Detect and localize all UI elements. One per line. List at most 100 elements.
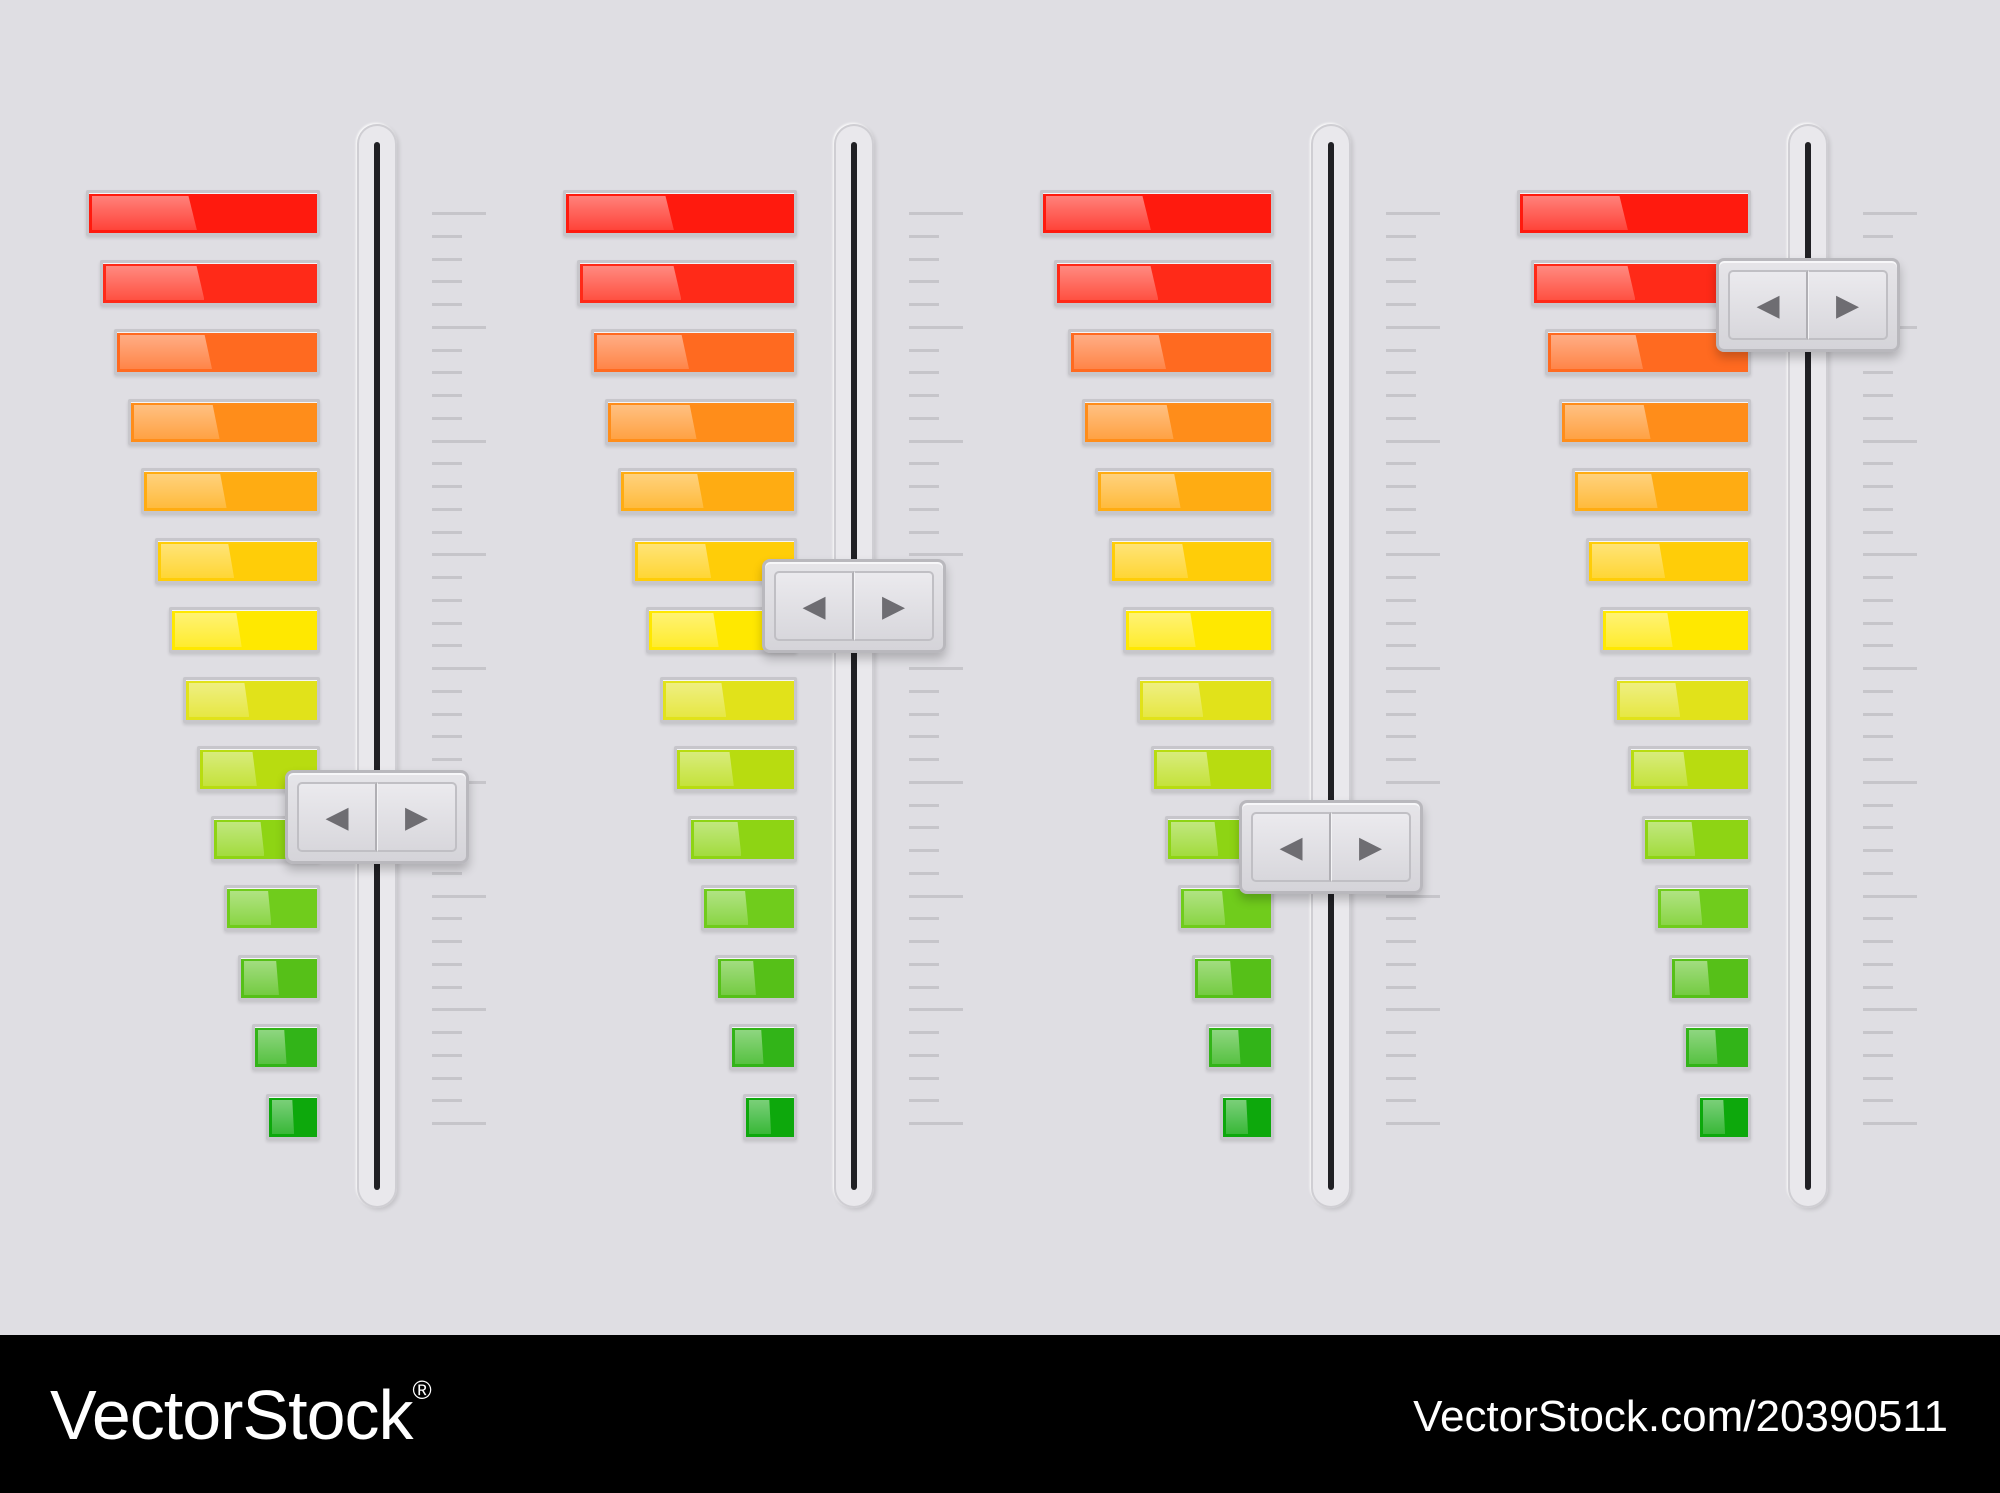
scale-major-tick — [1386, 895, 1440, 898]
segment-highlight — [1060, 266, 1159, 300]
scale-tick — [909, 235, 939, 238]
segment-highlight — [1523, 196, 1628, 230]
scale-tick — [432, 394, 462, 397]
segment-highlight — [1551, 335, 1643, 369]
slider-panel: ◀ ▶ ◀ ▶ ◀ ▶ ◀ ▶ — [0, 0, 1917, 1335]
slider-track[interactable] — [834, 124, 874, 1208]
triangle-right-icon[interactable]: ▶ — [1808, 270, 1888, 340]
scale-tick — [1386, 1031, 1416, 1034]
scale-tick — [909, 872, 939, 875]
slider-knob[interactable]: ◀ ▶ — [762, 559, 946, 653]
segment-highlight — [721, 961, 756, 995]
triangle-right-icon[interactable]: ▶ — [854, 571, 934, 641]
level-segment-8 — [1600, 607, 1751, 653]
meter-unit-3: ◀ ▶ — [954, 0, 1440, 1335]
scale-tick — [432, 917, 462, 920]
scale-tick — [1386, 735, 1416, 738]
registered-mark: ® — [412, 1375, 432, 1405]
level-segment-7 — [660, 677, 797, 723]
segment-highlight — [92, 196, 197, 230]
segment-highlight — [694, 822, 742, 856]
meter-unit-1: ◀ ▶ — [0, 0, 486, 1335]
scale-major-tick — [909, 212, 963, 215]
scale-tick — [1386, 235, 1416, 238]
scale-tick — [909, 917, 939, 920]
scale-major-tick — [909, 440, 963, 443]
scale-major-tick — [432, 212, 486, 215]
level-segment-7 — [1614, 677, 1751, 723]
scale-tick — [432, 713, 462, 716]
scale-major-tick — [1863, 667, 1917, 670]
scale-tick — [1863, 963, 1893, 966]
segment-highlight — [1675, 961, 1710, 995]
triangle-left-icon[interactable]: ◀ — [297, 782, 377, 852]
triangle-right-icon[interactable]: ▶ — [1331, 812, 1411, 882]
level-segment-3 — [1192, 955, 1274, 1001]
triangle-left-icon[interactable]: ◀ — [1251, 812, 1331, 882]
slider-knob[interactable]: ◀ ▶ — [1239, 800, 1423, 894]
scale-major-tick — [1386, 553, 1440, 556]
triangle-left-icon[interactable]: ◀ — [1728, 270, 1808, 340]
scale-tick — [1863, 1054, 1893, 1057]
scale-tick — [1863, 394, 1893, 397]
scale-tick — [432, 349, 462, 352]
triangle-left-icon[interactable]: ◀ — [774, 571, 854, 641]
slider-knob[interactable]: ◀ ▶ — [1716, 258, 1900, 352]
scale-tick — [1863, 508, 1893, 511]
slider-track[interactable] — [357, 124, 397, 1208]
scale-tick — [432, 462, 462, 465]
level-segment-6 — [1628, 746, 1751, 792]
triangle-right-icon[interactable]: ▶ — [377, 782, 457, 852]
segment-highlight — [597, 335, 689, 369]
scale-tick — [1386, 917, 1416, 920]
scale-tick — [432, 508, 462, 511]
scale-major-tick — [909, 1008, 963, 1011]
scale-tick — [909, 371, 939, 374]
segment-highlight — [106, 266, 205, 300]
level-segment-2 — [1206, 1024, 1274, 1070]
segment-highlight — [1703, 1100, 1726, 1134]
scale-tick — [909, 417, 939, 420]
slider-track[interactable] — [1311, 124, 1351, 1208]
scale-tick — [1863, 872, 1893, 875]
level-segment-2 — [729, 1024, 797, 1070]
level-segment-14 — [1517, 190, 1751, 236]
scale-major-tick — [1386, 1122, 1440, 1125]
scale-tick — [432, 1054, 462, 1057]
scale-major-tick — [909, 667, 963, 670]
scale-tick — [909, 940, 939, 943]
scale-tick — [1863, 690, 1893, 693]
scale-tick — [909, 963, 939, 966]
scale-tick — [1386, 576, 1416, 579]
scale-tick — [909, 849, 939, 852]
meter-unit-4: ◀ ▶ — [1431, 0, 1917, 1335]
scale-tick — [909, 735, 939, 738]
segment-highlight — [1129, 613, 1196, 647]
level-segment-4 — [701, 885, 797, 931]
scale-tick — [432, 235, 462, 238]
scale-tick — [1386, 371, 1416, 374]
scale-tick — [909, 462, 939, 465]
level-segment-6 — [1151, 746, 1274, 792]
segment-highlight — [1101, 474, 1181, 508]
segment-highlight — [1606, 613, 1673, 647]
segment-highlight — [1184, 891, 1226, 925]
scale-tick — [1863, 758, 1893, 761]
level-segment-1 — [266, 1094, 320, 1140]
scale-major-tick — [909, 553, 963, 556]
segment-highlight — [272, 1100, 295, 1134]
slider-knob[interactable]: ◀ ▶ — [285, 770, 469, 864]
segment-highlight — [1661, 891, 1703, 925]
scale-tick — [1863, 826, 1893, 829]
scale-tick — [909, 531, 939, 534]
scale-tick — [909, 690, 939, 693]
scale-tick — [1386, 531, 1416, 534]
segment-highlight — [147, 474, 227, 508]
level-segment-10 — [141, 468, 320, 514]
scale-major-tick — [432, 1122, 486, 1125]
scale-tick — [1863, 644, 1893, 647]
segment-highlight — [120, 335, 212, 369]
segment-highlight — [161, 544, 235, 578]
scale-tick — [432, 963, 462, 966]
scale-major-tick — [432, 326, 486, 329]
